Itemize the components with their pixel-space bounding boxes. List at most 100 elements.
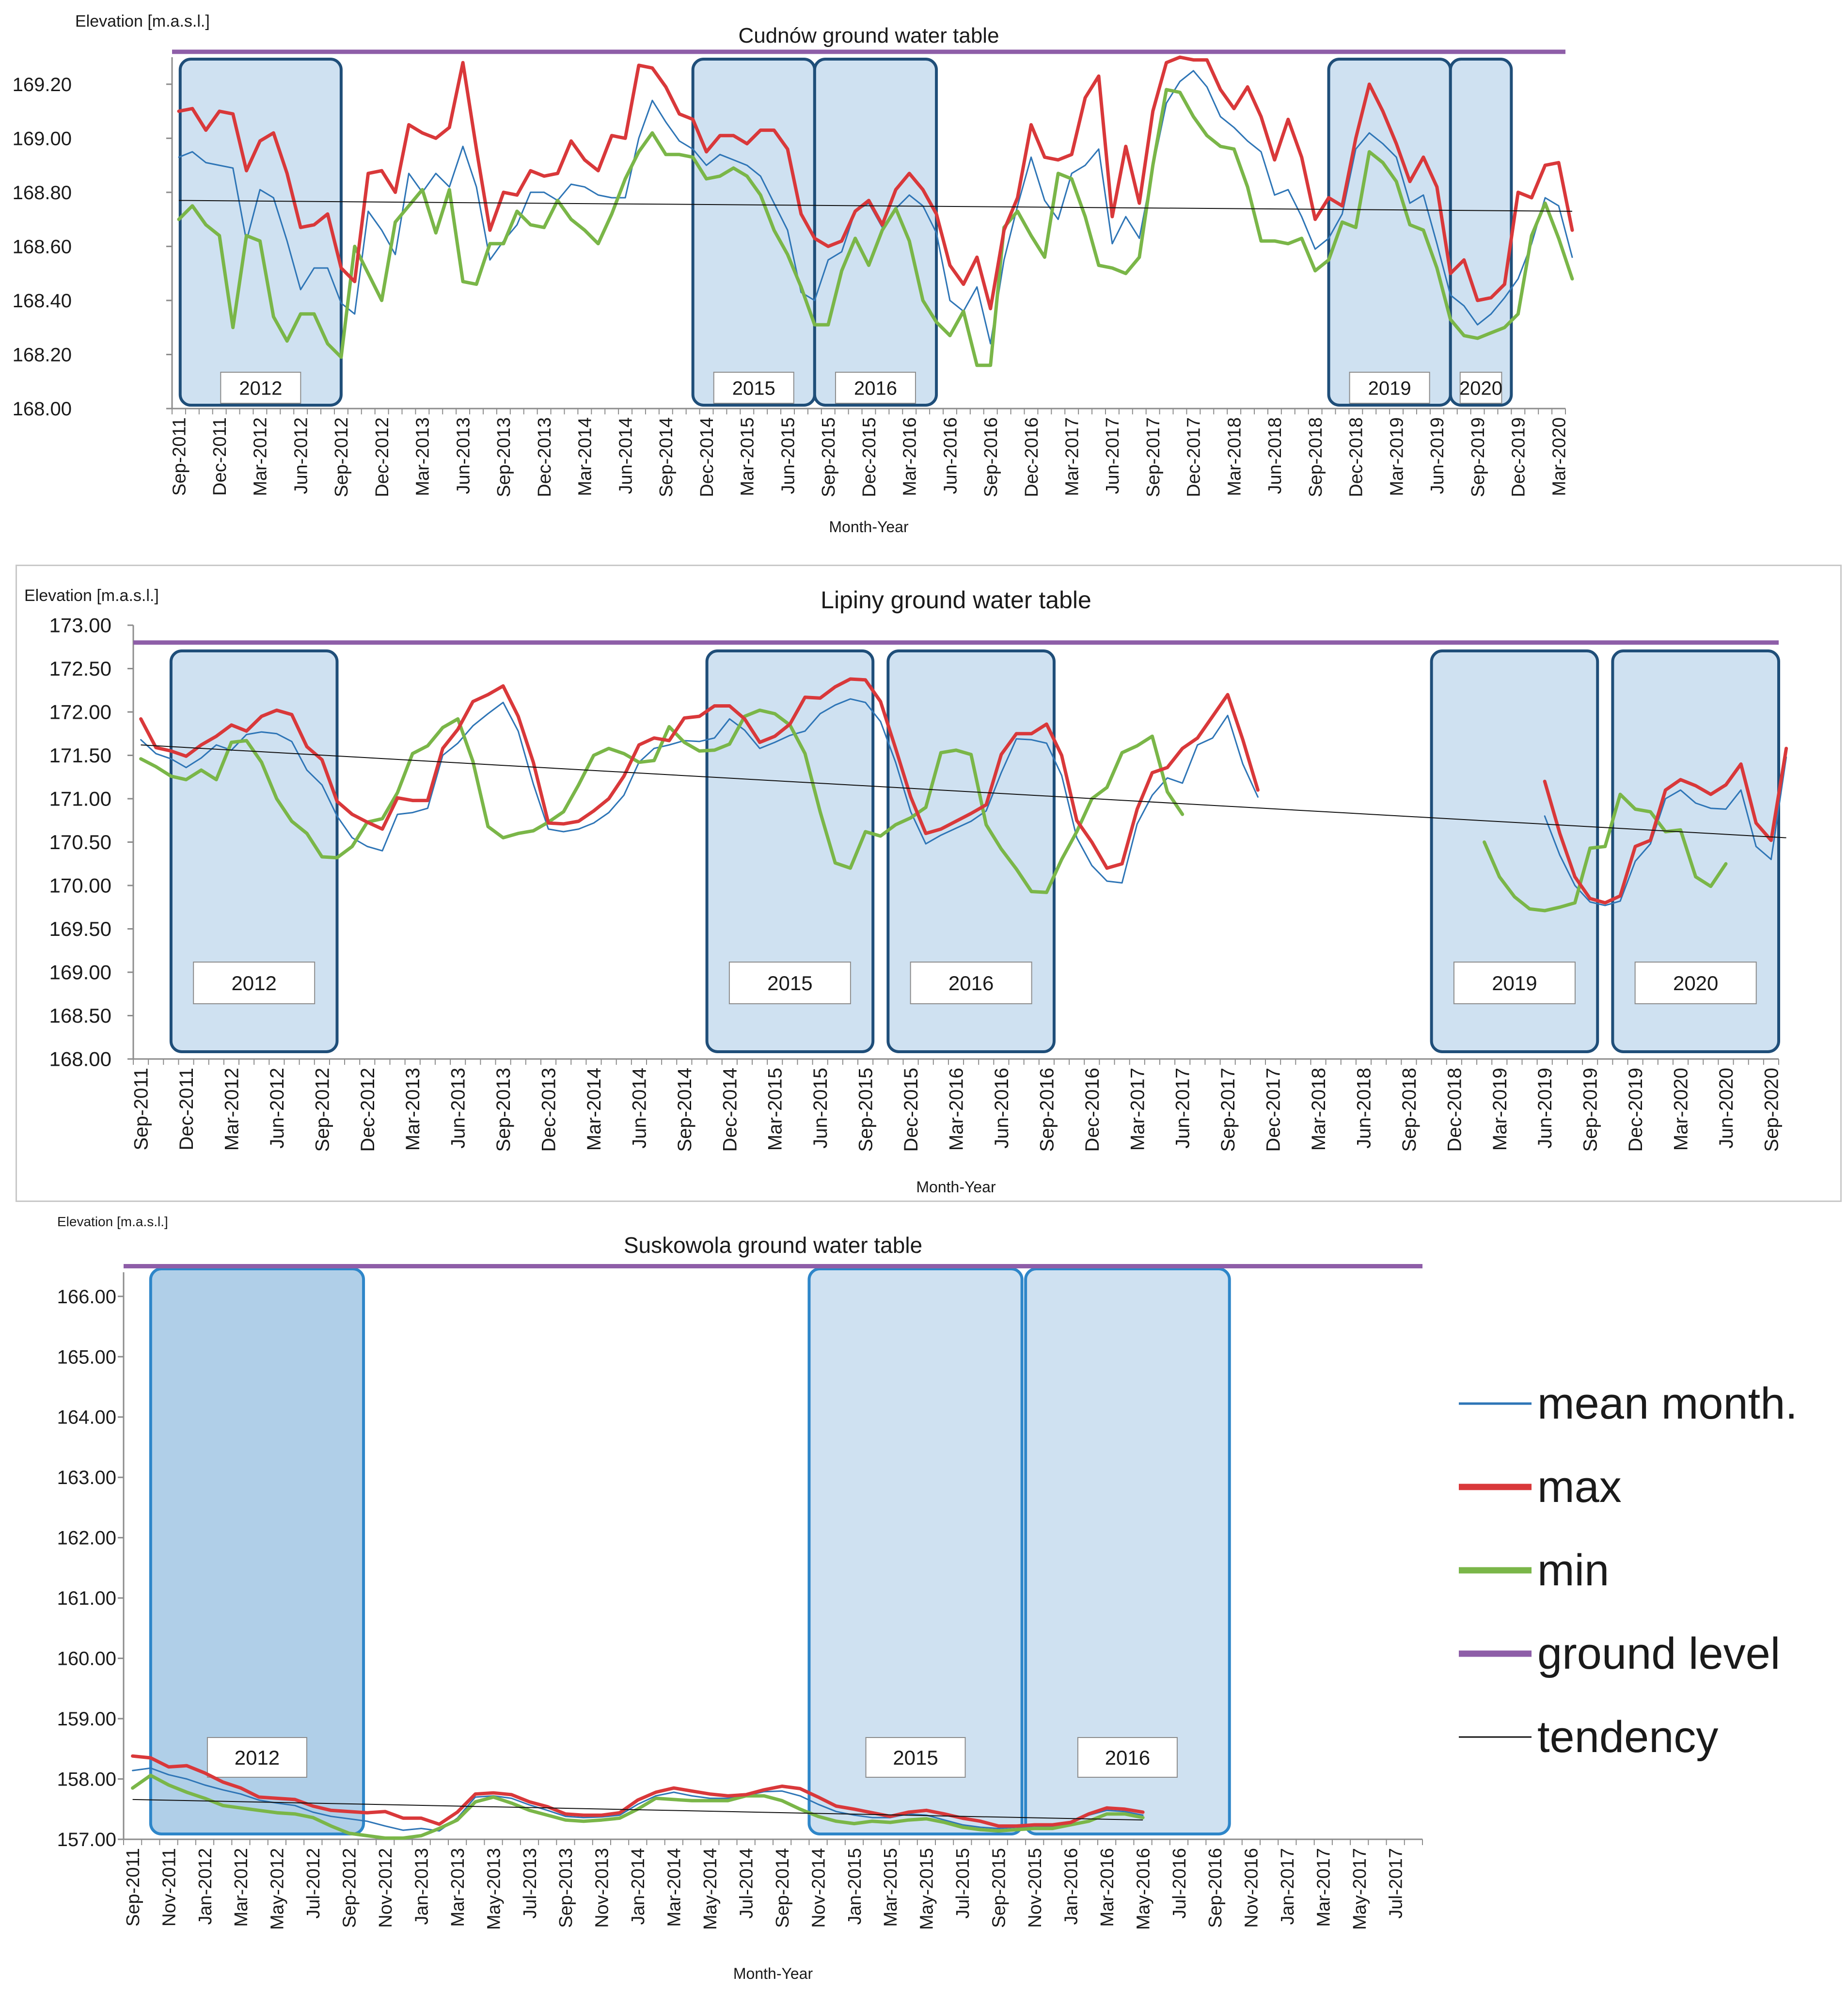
- x-tick-label: Sep-2014: [656, 417, 677, 497]
- x-tick-label: Sep-2017: [1143, 417, 1164, 497]
- x-tick-label: Sep-2018: [1399, 1068, 1420, 1152]
- x-tick-label: Sep-2013: [494, 417, 514, 497]
- x-tick-label: Dec-2018: [1346, 417, 1367, 497]
- x-tick-label: Sep-2015: [819, 417, 839, 497]
- y-tick-label: 171.50: [49, 744, 111, 767]
- y-tick-label: 169.00: [49, 961, 111, 984]
- x-tick-label: Jun-2016: [991, 1068, 1012, 1149]
- x-tick-label: Mar-2014: [584, 1068, 605, 1151]
- y-tick-label: 158.00: [57, 1769, 116, 1790]
- highlight-label-box-2016: [910, 962, 1032, 1004]
- highlight-label-box-2012: [220, 372, 301, 404]
- chart-title: Lipiny ground water table: [821, 586, 1091, 614]
- tendency-line: [141, 744, 1786, 838]
- y-tick-label: 159.00: [57, 1708, 116, 1730]
- x-tick-label: Dec-2019: [1509, 417, 1529, 497]
- x-tick-label: Sep-2019: [1580, 1068, 1601, 1152]
- x-tick-label: Jun-2014: [616, 417, 636, 494]
- x-tick-label: Mar-2013: [413, 417, 433, 496]
- x-tick-label: Mar-2017: [1062, 417, 1082, 496]
- highlight-label-box-2015: [865, 1737, 966, 1778]
- x-tick-label: Dec-2011: [210, 417, 230, 496]
- highlight-label-box-2015: [713, 372, 794, 404]
- legend-swatch-tendency: [1459, 1736, 1532, 1738]
- y-tick-label: 163.00: [57, 1467, 116, 1488]
- x-tick-label: Mar-2016: [900, 417, 920, 496]
- highlight-label-box-2016: [1077, 1737, 1178, 1778]
- x-tick-label: Jan-2013: [411, 1848, 432, 1925]
- x-tick-label: Mar-2017: [1314, 1848, 1334, 1927]
- x-tick-label: Jun-2018: [1265, 417, 1285, 494]
- x-tick-label: Jun-2017: [1103, 417, 1123, 494]
- highlight-box-2020: [1449, 58, 1513, 407]
- tendency-line: [178, 200, 1572, 212]
- x-tick-label: Sep-2015: [855, 1068, 877, 1152]
- series-mean-line: [140, 698, 1787, 906]
- highlight-label-2019: 2019: [1368, 378, 1411, 399]
- series-min-line: [177, 88, 1574, 367]
- legend-item-tendency: tendency: [1459, 1695, 1842, 1779]
- x-tick-label: Jun-2015: [810, 1068, 831, 1149]
- x-tick-label: Dec-2017: [1263, 1068, 1284, 1152]
- legend-label-ground: ground level: [1537, 1628, 1781, 1678]
- x-tick-label: Jun-2015: [778, 417, 798, 494]
- highlight-box-2019: [1327, 58, 1452, 407]
- x-tick-label: Dec-2015: [859, 417, 880, 497]
- highlight-label-box-2016: [835, 372, 916, 404]
- y-tick-label: 168.40: [13, 290, 72, 312]
- y-tick-label: 169.50: [49, 917, 111, 940]
- x-tick-label: Mar-2012: [221, 1068, 242, 1151]
- x-tick-label: Mar-2014: [664, 1848, 685, 1927]
- chart-title: Cudnów ground water table: [738, 24, 999, 47]
- legend-item-mean: mean month.: [1459, 1362, 1842, 1445]
- x-axis-title: Month-Year: [916, 1178, 996, 1196]
- x-tick-label: Sep-2016: [981, 417, 1001, 497]
- x-tick-label: May-2014: [700, 1848, 721, 1930]
- x-tick-label: May-2017: [1350, 1848, 1370, 1930]
- highlight-label-box-2019: [1349, 372, 1430, 404]
- highlight-label-2020: 2020: [1673, 972, 1718, 995]
- x-tick-label: Nov-2014: [808, 1848, 829, 1928]
- y-tick-label: 157.00: [57, 1829, 116, 1850]
- x-tick-label: Jul-2015: [953, 1848, 973, 1919]
- x-tick-label: Jun-2012: [291, 417, 311, 494]
- x-axis-title: Month-Year: [733, 1965, 813, 1982]
- x-tick-label: Dec-2011: [176, 1068, 197, 1150]
- x-tick-label: Mar-2015: [881, 1848, 901, 1927]
- chart-cudnow: Cudnów ground water table Elevation [m.a.…: [13, 12, 1574, 536]
- y-tick-label: 168.80: [13, 182, 72, 204]
- highlight-label-box-2015: [728, 962, 851, 1004]
- chart-lipiny: Lipiny ground water table Elevation [m.a.…: [24, 586, 1788, 1196]
- highlight-box-2015: [691, 58, 816, 407]
- x-tick-label: Jan-2015: [845, 1848, 865, 1925]
- x-tick-label: Mar-2012: [231, 1848, 252, 1927]
- highlight-label-2019: 2019: [1492, 972, 1537, 995]
- x-tick-label: Mar-2014: [575, 417, 596, 496]
- x-tick-label: Jun-2017: [1172, 1068, 1194, 1149]
- x-tick-label: Sep-2020: [1761, 1068, 1782, 1152]
- x-tick-label: Jun-2012: [267, 1068, 288, 1149]
- x-tick-label: Jun-2013: [453, 417, 474, 494]
- x-tick-label: Dec-2014: [697, 417, 717, 497]
- highlight-label-2016: 2016: [854, 378, 897, 399]
- y-tick-label: 160.00: [57, 1648, 116, 1670]
- legend: mean month. max min ground level tendenc…: [1459, 1362, 1842, 1779]
- highlight-box-2020: [1611, 649, 1780, 1053]
- x-tick-label: Mar-2012: [251, 417, 271, 496]
- x-tick-label: Dec-2013: [538, 1068, 560, 1152]
- x-tick-label: Mar-2017: [1127, 1068, 1148, 1151]
- x-tick-label: Sep-2018: [1306, 417, 1326, 497]
- y-tick-label: 173.00: [49, 614, 111, 637]
- x-tick-label: Sep-2017: [1217, 1068, 1239, 1152]
- x-tick-label: Sep-2013: [493, 1068, 514, 1152]
- legend-swatch-min: [1459, 1567, 1532, 1574]
- x-tick-label: Mar-2018: [1308, 1068, 1329, 1151]
- x-tick-label: Sep-2012: [332, 417, 352, 497]
- highlight-label-2012: 2012: [231, 972, 276, 995]
- highlight-box-2015: [807, 1267, 1024, 1835]
- x-tick-label: Jun-2020: [1716, 1068, 1737, 1149]
- y-tick-label: 171.00: [49, 788, 111, 810]
- x-tick-label: Mar-2013: [402, 1068, 424, 1151]
- x-tick-label: May-2015: [917, 1848, 937, 1930]
- series-max-line: [177, 55, 1574, 311]
